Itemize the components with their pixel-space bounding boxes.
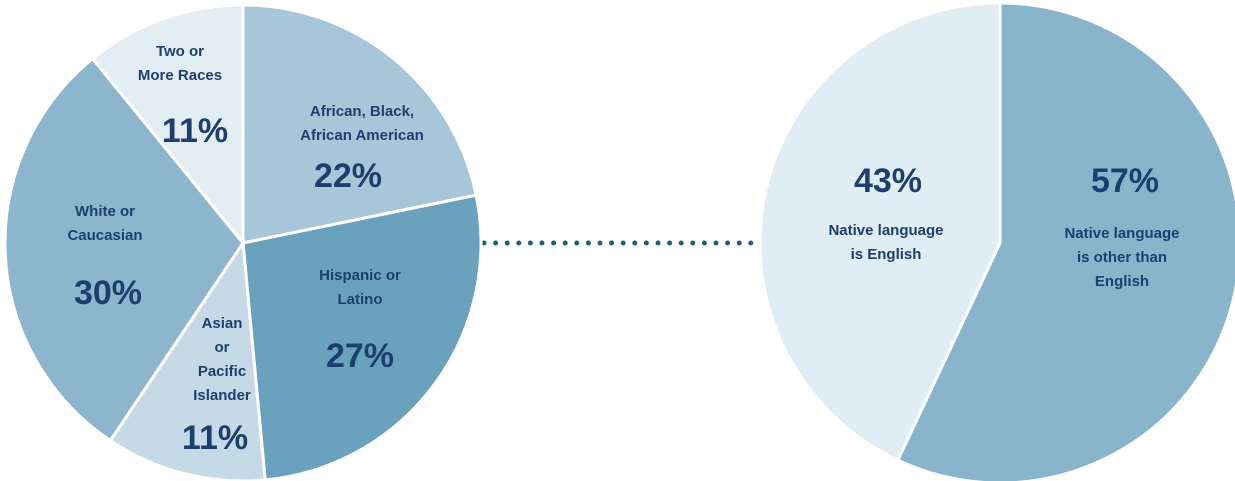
value-label: 30% bbox=[74, 274, 142, 312]
pie-slice bbox=[241, 193, 483, 481]
value-label: 27% bbox=[326, 337, 394, 375]
slice-label: White or Caucasian bbox=[67, 203, 142, 244]
value-label: 11% bbox=[182, 419, 248, 457]
slice-label: African, Black, African American bbox=[300, 103, 424, 144]
slice-label: Native language is English bbox=[828, 222, 943, 263]
pie-slice bbox=[241, 3, 478, 245]
value-label: 43% bbox=[854, 162, 922, 200]
pie-slice bbox=[758, 1, 1002, 463]
value-label: 57% bbox=[1091, 162, 1159, 200]
pie-slice bbox=[3, 56, 245, 443]
pie-slice bbox=[90, 3, 245, 248]
slice-label: Native language is other than English bbox=[1064, 225, 1179, 290]
slice-label: Hispanic or Latino bbox=[319, 267, 401, 308]
slice-label: Asian or Pacific Islander bbox=[193, 315, 251, 404]
value-label: 11% bbox=[162, 112, 228, 150]
slice-label: Two or More Races bbox=[138, 43, 222, 84]
pie-slice bbox=[895, 1, 1235, 481]
value-label: 22% bbox=[314, 157, 382, 195]
